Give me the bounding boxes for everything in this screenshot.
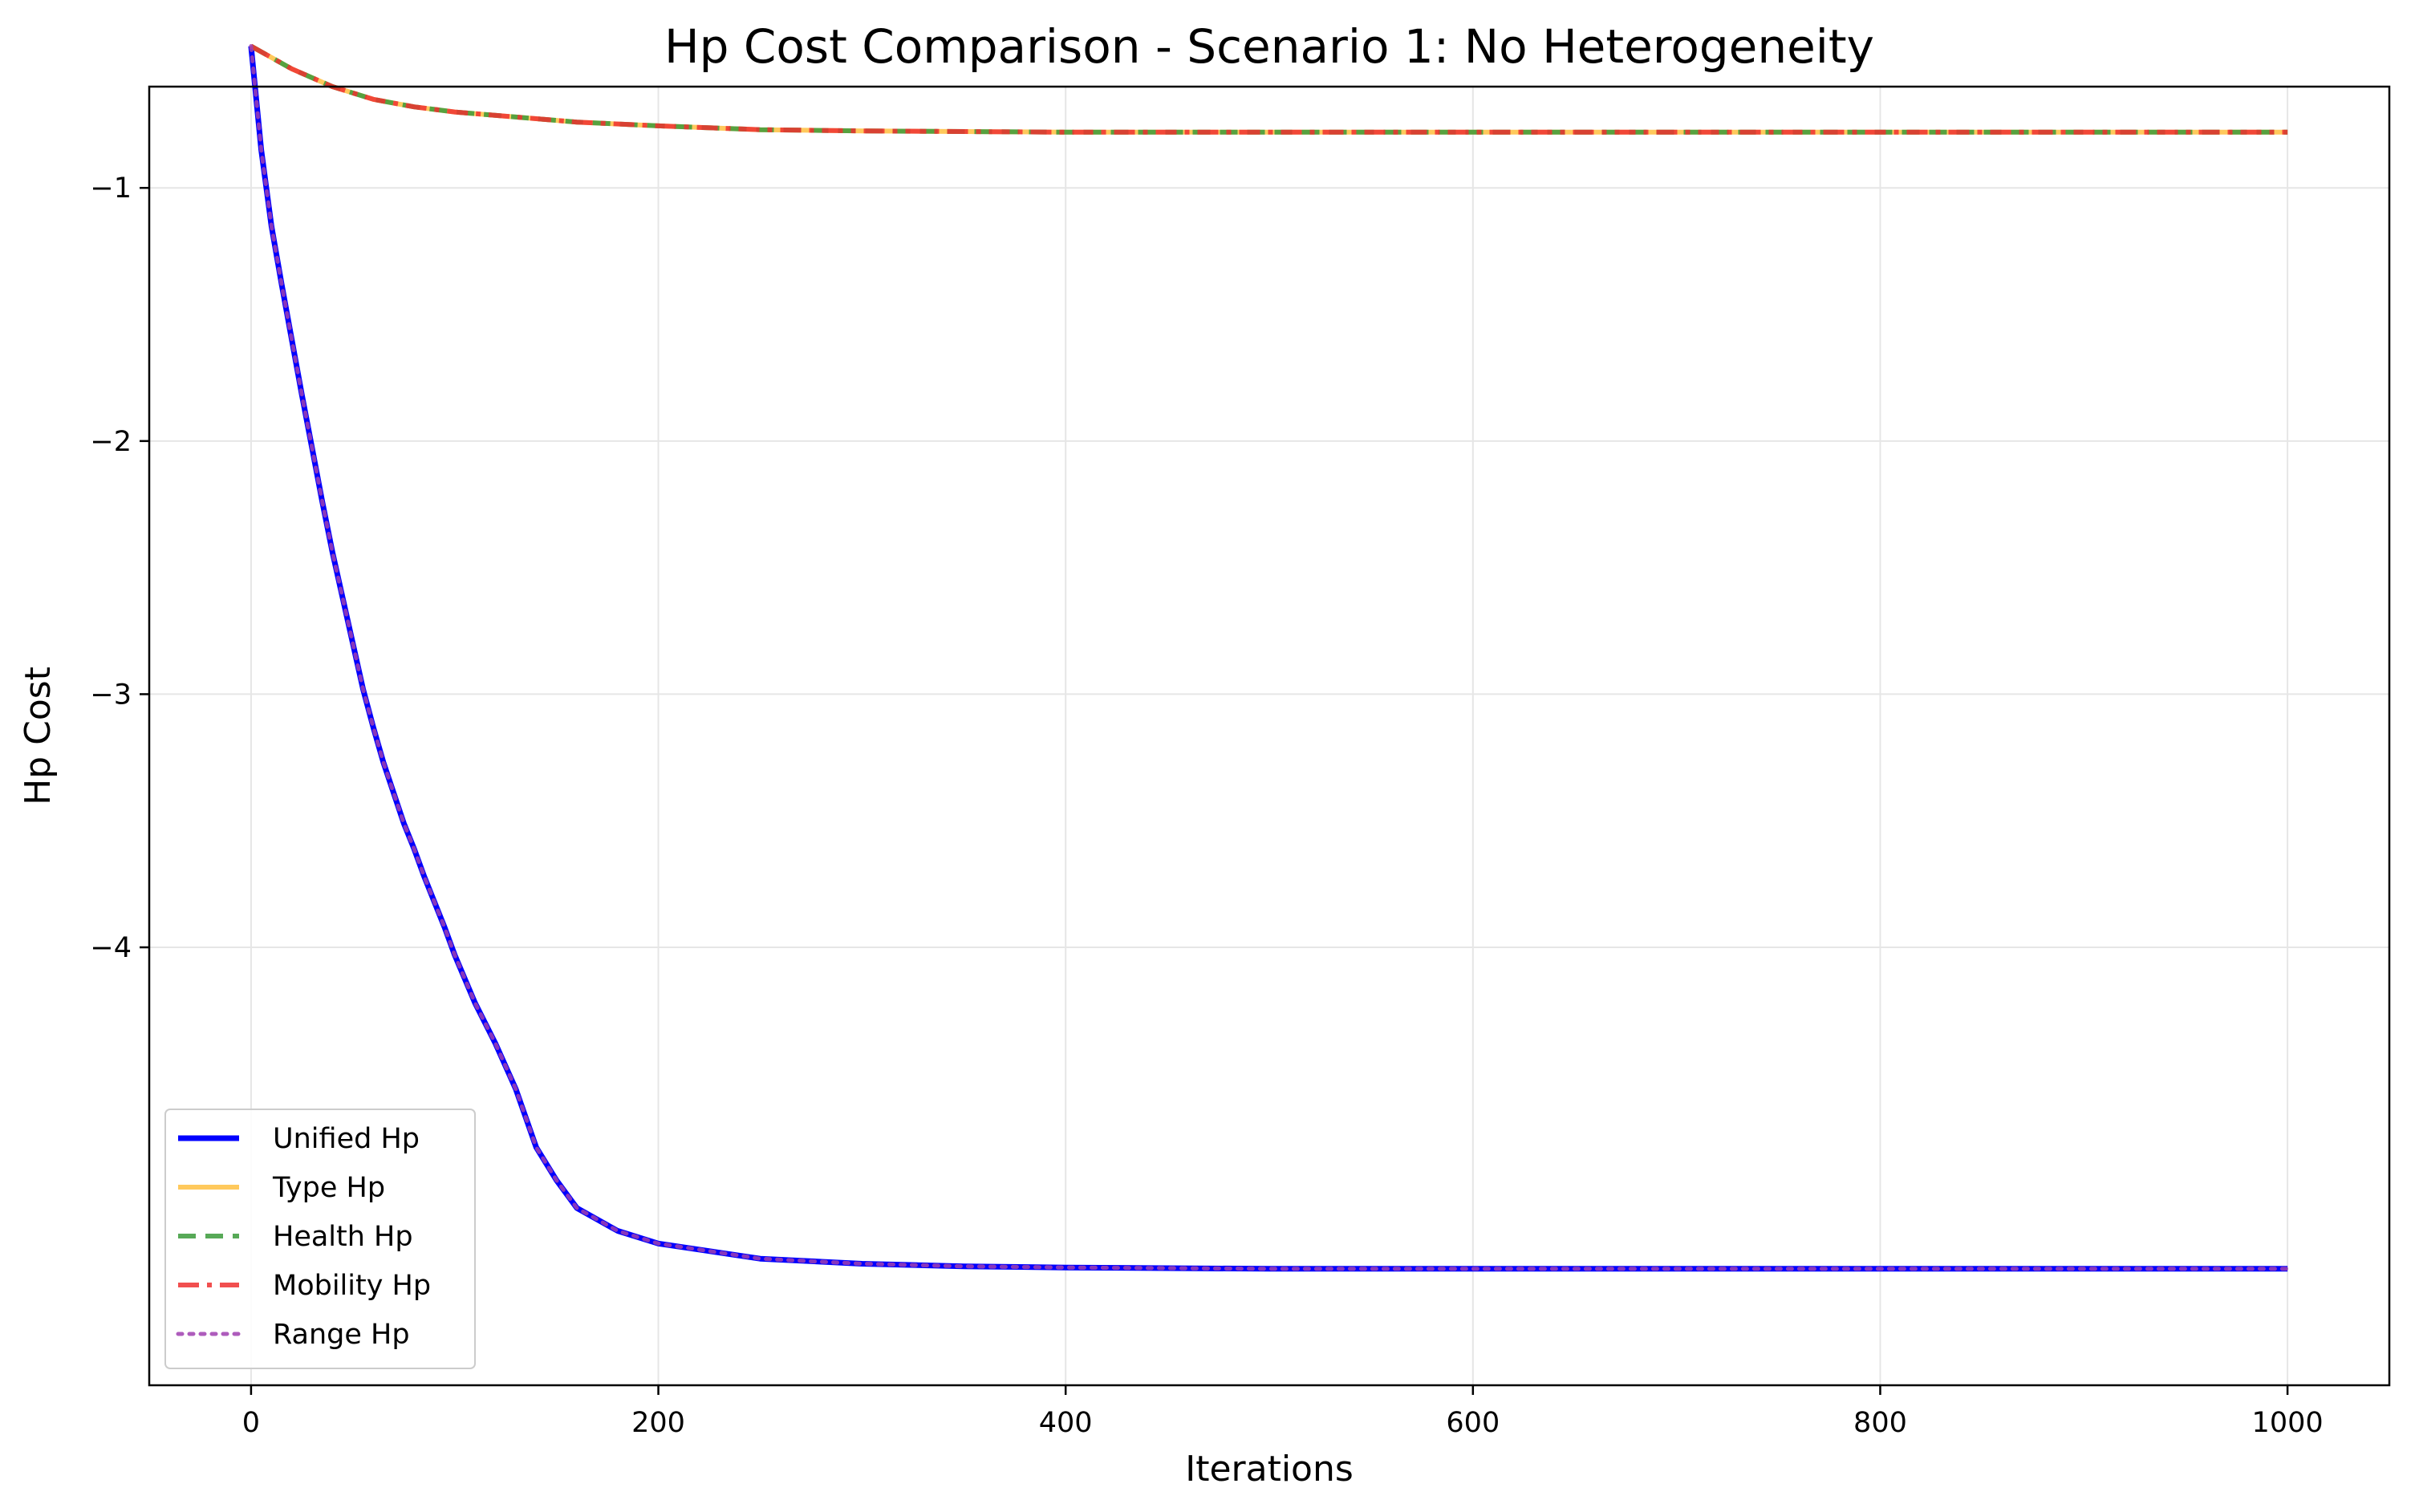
series-line-0 <box>248 46 2288 1272</box>
x-tick-label: 800 <box>1853 1407 1907 1439</box>
legend-label-4: Range Hp <box>273 1319 410 1351</box>
y-tick-label: −3 <box>90 679 132 711</box>
y-tick-label: −1 <box>90 172 132 205</box>
legend-box <box>164 1109 476 1369</box>
y-tick-label: −2 <box>90 426 132 458</box>
x-tick-label: 0 <box>242 1407 260 1439</box>
legend-label-1: Type Hp <box>272 1172 385 1204</box>
x-tick-label: 200 <box>631 1407 685 1439</box>
y-axis-label: Hp Cost <box>18 667 59 805</box>
y-tick-label: −4 <box>90 932 132 964</box>
axis-ticks: 0 200 400 600 800 1000 −1 −2 −3 −4 <box>90 172 2323 1439</box>
series-line-4 <box>249 44 2290 1271</box>
x-tick-label: 1000 <box>2252 1407 2324 1439</box>
grid-lines <box>149 87 2389 1385</box>
x-axis-label: Iterations <box>1185 1449 1354 1490</box>
chart-title: Hp Cost Comparison - Scenario 1: No Hete… <box>664 19 1874 74</box>
legend: Unified Hp Type Hp Health Hp Mobility Hp Ran… <box>164 1109 476 1369</box>
series-lines <box>248 43 2290 1272</box>
x-tick-label: 600 <box>1446 1407 1500 1439</box>
legend-label-2: Health Hp <box>273 1221 413 1253</box>
series-line-3 <box>250 43 2288 135</box>
legend-label-0: Unified Hp <box>273 1123 420 1155</box>
legend-label-3: Mobility Hp <box>273 1270 431 1302</box>
x-tick-label: 400 <box>1039 1407 1093 1439</box>
plot-area-frame <box>148 85 2391 1387</box>
